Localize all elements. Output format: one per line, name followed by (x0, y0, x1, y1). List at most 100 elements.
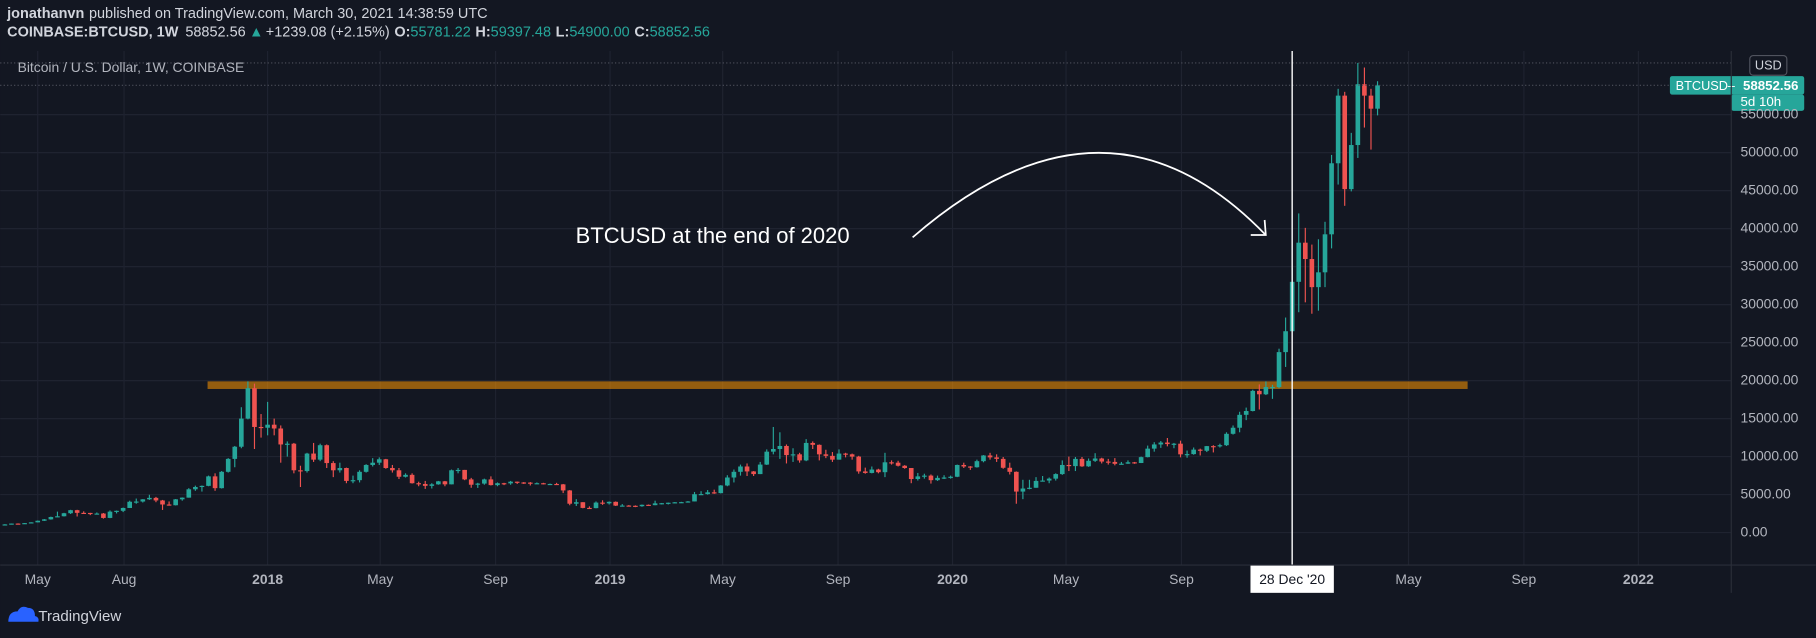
candle-body (560, 484, 566, 491)
candle-body (55, 516, 60, 518)
arrow: ▲ (249, 24, 263, 40)
candle-body (278, 428, 284, 445)
candle-body (659, 503, 664, 505)
candle-body (468, 479, 474, 485)
x-tick-label: 2019 (595, 571, 626, 587)
candle-body (370, 462, 376, 465)
x-tick-label: May (367, 571, 393, 587)
candle-body (1191, 449, 1196, 455)
candle-body (127, 501, 133, 508)
candle-body (383, 459, 389, 469)
candle-body (41, 519, 47, 521)
candle-body (35, 520, 41, 523)
price-tag-value: 58852.56 (1743, 78, 1798, 93)
candle-body (344, 468, 349, 481)
candle-body (981, 455, 986, 462)
candle-body (94, 513, 100, 515)
candle-body (1086, 460, 1091, 467)
candle-body (186, 489, 192, 498)
candle-body (725, 477, 730, 486)
candle-body (1322, 234, 1328, 273)
logo (8, 606, 39, 622)
candle-body (836, 453, 842, 460)
candle-body (895, 462, 901, 466)
l-label: L: (556, 24, 570, 40)
candle-body (1046, 478, 1052, 481)
candle-body (61, 513, 67, 517)
candle-body (258, 426, 264, 429)
candle-body (849, 454, 855, 457)
candle-body (639, 504, 645, 507)
candle-body (442, 481, 448, 485)
grid (0, 50, 1732, 566)
y-tick-label: 0.00 (1741, 523, 1768, 539)
axes: 0.00 5000.00 10000.00 15000.00 20000.00 25000… (25, 105, 1799, 586)
countdown-tag (1731, 94, 1805, 111)
candle-body (665, 502, 671, 504)
l-value: 54900.00 (569, 24, 629, 40)
candle-body (396, 470, 402, 477)
candle-body (922, 475, 927, 477)
candle-body (429, 484, 435, 486)
candle-body (1257, 390, 1262, 395)
candle-body (1178, 443, 1183, 455)
candle-body (790, 454, 796, 456)
candle-body (74, 510, 80, 513)
candle-body (777, 445, 783, 450)
candle-body (488, 479, 494, 486)
author: jonathanvn (6, 6, 84, 22)
candle-body (114, 510, 119, 512)
candle-body (902, 465, 907, 469)
candle-body (68, 510, 73, 514)
candle-body (1033, 480, 1039, 488)
candle-body (81, 512, 87, 515)
published: published on TradingView.com, March 30, … (89, 6, 488, 22)
candle-body (803, 442, 809, 461)
candle-body (311, 453, 316, 460)
candle-body (330, 463, 336, 471)
candle-body (968, 466, 973, 468)
candle-body (705, 492, 710, 495)
candle-body (1092, 458, 1098, 461)
candle-body (1224, 433, 1229, 446)
x-tick-label: May (25, 571, 51, 587)
candle-body (711, 492, 717, 494)
candle-body (994, 457, 999, 459)
candle-body (501, 483, 507, 485)
candle-body (1059, 464, 1065, 475)
candle-body (1007, 467, 1013, 472)
candle-body (1276, 352, 1282, 388)
candle-body (810, 442, 816, 445)
candle-body (882, 462, 888, 473)
candle-body (514, 481, 520, 483)
highlight-band (207, 381, 1468, 389)
candle-body (823, 454, 829, 456)
candle-body (541, 483, 546, 485)
o-value: 55781.22 (410, 24, 470, 40)
candle-body (1014, 471, 1019, 492)
x-tick-label: Sep (483, 571, 508, 587)
candle-body (941, 477, 947, 479)
y-tick-label: 45000.00 (1741, 181, 1799, 197)
candle-body (1132, 462, 1137, 464)
candle-body (28, 522, 34, 524)
candle-body (1125, 462, 1131, 464)
candle-body (1348, 145, 1354, 190)
candle-body (1362, 84, 1367, 96)
candle-body (101, 513, 106, 518)
candle-body (1197, 449, 1203, 451)
c-label: C: (634, 24, 649, 40)
x-tick-label: 2018 (252, 571, 283, 587)
candle-body (271, 424, 277, 429)
candle-body (357, 471, 362, 481)
candle-body (1230, 427, 1236, 434)
candle-body (48, 517, 54, 520)
arrow-head (1250, 219, 1267, 236)
candle-body (436, 481, 441, 485)
candle-body (133, 501, 139, 503)
y-tick-label: 15000.00 (1741, 409, 1799, 425)
candle-body (1375, 85, 1380, 109)
x-tick-label: 2022 (1623, 571, 1654, 587)
